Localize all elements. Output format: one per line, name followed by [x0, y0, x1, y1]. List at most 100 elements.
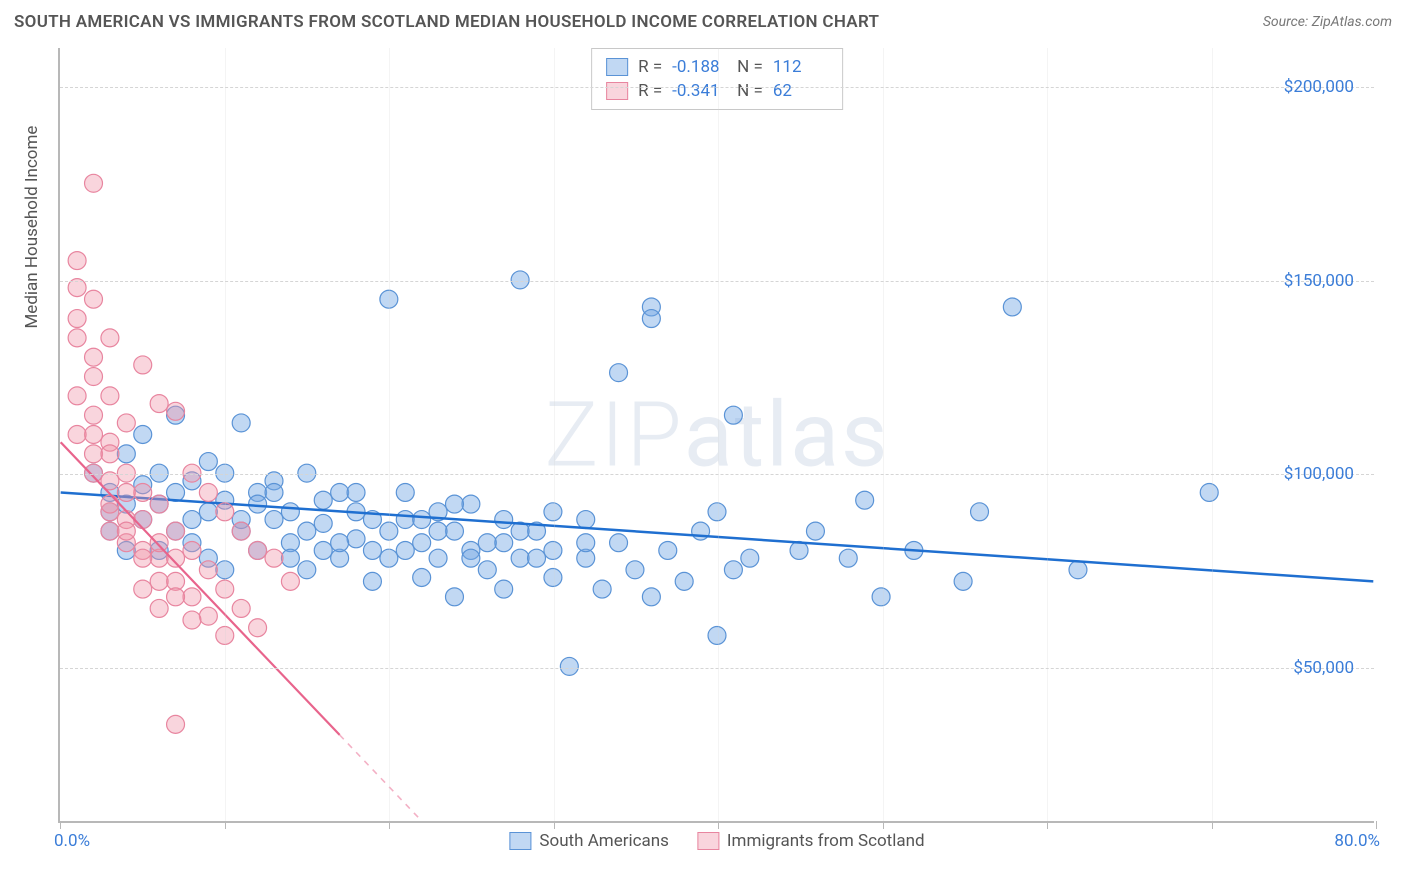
data-point — [331, 549, 349, 567]
data-point — [1200, 483, 1218, 501]
data-point — [577, 511, 595, 529]
data-point — [134, 476, 152, 494]
data-point — [298, 522, 316, 540]
data-point — [101, 522, 119, 540]
data-point — [167, 402, 185, 420]
data-point — [856, 491, 874, 509]
data-point — [593, 580, 611, 598]
data-point — [314, 491, 332, 509]
x-tick-mark — [1212, 821, 1213, 829]
data-point — [692, 522, 710, 540]
data-point — [298, 561, 316, 579]
gridline-h — [60, 474, 1374, 475]
data-point — [577, 534, 595, 552]
data-point — [117, 495, 135, 513]
n-value-series-1: 112 — [773, 57, 828, 77]
data-point — [495, 534, 513, 552]
data-point — [265, 549, 283, 567]
data-point — [85, 348, 103, 366]
data-point — [101, 445, 119, 463]
stats-box: R = -0.188 N = 112 R = -0.341 N = 62 — [591, 48, 843, 110]
data-point — [85, 426, 103, 444]
data-point — [68, 426, 86, 444]
data-point — [511, 522, 529, 540]
data-point — [446, 522, 464, 540]
data-point — [85, 445, 103, 463]
legend-label: South Americans — [539, 831, 669, 851]
data-point — [249, 483, 267, 501]
data-point — [134, 483, 152, 501]
gridline-h — [60, 281, 1374, 282]
regression-line-extrapolated — [340, 735, 422, 821]
data-point — [68, 252, 86, 270]
data-point — [150, 549, 168, 567]
data-point — [741, 549, 759, 567]
x-axis-start-label: 0.0% — [54, 831, 90, 851]
legend-bottom: South Americans Immigrants from Scotland — [509, 831, 924, 851]
data-point — [462, 549, 480, 567]
header-row: SOUTH AMERICAN VS IMMIGRANTS FROM SCOTLA… — [14, 12, 1392, 32]
data-point — [117, 534, 135, 552]
data-point — [429, 549, 447, 567]
data-point — [232, 522, 250, 540]
data-point — [708, 503, 726, 521]
data-point — [281, 572, 299, 590]
data-point — [199, 453, 217, 471]
y-tick-label: $100,000 — [1284, 464, 1354, 484]
gridline-v — [718, 48, 719, 821]
data-point — [642, 310, 660, 328]
data-point — [134, 426, 152, 444]
data-point — [281, 503, 299, 521]
stats-row-series-1: R = -0.188 N = 112 — [606, 55, 828, 79]
data-point — [101, 329, 119, 347]
data-point — [724, 406, 742, 424]
data-point — [610, 364, 628, 382]
data-point — [347, 530, 365, 548]
data-point — [396, 541, 414, 559]
data-point — [232, 599, 250, 617]
data-point — [331, 483, 349, 501]
data-point — [101, 387, 119, 405]
y-tick-label: $200,000 — [1284, 77, 1354, 97]
data-point — [117, 483, 135, 501]
data-point — [249, 541, 267, 559]
data-point — [167, 549, 185, 567]
data-point — [134, 549, 152, 567]
data-point — [199, 503, 217, 521]
chart-title: SOUTH AMERICAN VS IMMIGRANTS FROM SCOTLA… — [14, 12, 879, 32]
regression-line — [61, 442, 340, 735]
gridline-h — [60, 87, 1374, 88]
data-point — [298, 464, 316, 482]
data-point — [954, 572, 972, 590]
data-point — [511, 549, 529, 567]
data-point — [232, 414, 250, 432]
data-point — [577, 549, 595, 567]
data-point — [183, 511, 201, 529]
data-point — [134, 541, 152, 559]
data-point — [183, 464, 201, 482]
data-point — [1003, 298, 1021, 316]
data-point — [560, 657, 578, 675]
legend-item: South Americans — [509, 831, 669, 851]
data-point — [167, 715, 185, 733]
data-point — [101, 522, 119, 540]
legend-item: Immigrants from Scotland — [697, 831, 925, 851]
data-point — [150, 541, 168, 559]
data-point — [117, 522, 135, 540]
data-point — [396, 483, 414, 501]
data-point — [150, 572, 168, 590]
data-point — [150, 395, 168, 413]
data-point — [85, 174, 103, 192]
data-point — [626, 561, 644, 579]
data-point — [150, 495, 168, 513]
x-tick-mark — [1376, 821, 1377, 829]
data-point — [85, 368, 103, 386]
swatch-series-1 — [606, 58, 628, 76]
chart-svg — [60, 48, 1374, 821]
data-point — [281, 549, 299, 567]
gridline-h — [60, 668, 1374, 669]
data-point — [101, 495, 119, 513]
data-point — [117, 414, 135, 432]
data-point — [199, 549, 217, 567]
data-point — [478, 534, 496, 552]
